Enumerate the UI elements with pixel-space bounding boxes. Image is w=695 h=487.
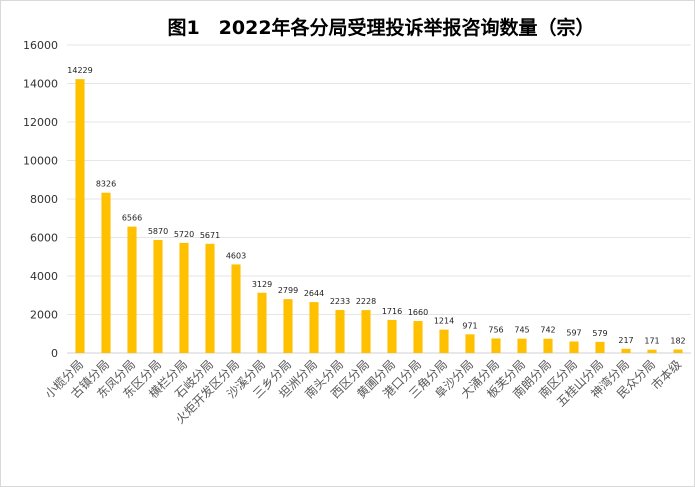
data-label: 971	[462, 321, 477, 330]
data-label: 6566	[122, 214, 142, 223]
bar	[569, 341, 579, 353]
data-label: 5720	[174, 230, 194, 239]
y-tick-label: 8000	[30, 193, 58, 206]
bar	[543, 338, 553, 353]
data-label: 182	[670, 336, 685, 345]
data-label: 756	[488, 325, 503, 334]
bar	[439, 329, 449, 353]
data-label: 171	[644, 337, 659, 346]
bar	[205, 243, 215, 353]
y-tick-label: 2000	[30, 309, 58, 322]
bar	[673, 349, 683, 353]
data-label: 2644	[304, 289, 324, 298]
data-label: 1214	[434, 317, 454, 326]
bar	[309, 302, 319, 353]
bar	[387, 319, 397, 353]
bar	[75, 79, 85, 354]
bar	[257, 292, 267, 353]
data-label: 579	[592, 329, 607, 338]
y-tick-label: 10000	[23, 155, 58, 168]
bar	[101, 192, 111, 353]
bar	[465, 334, 475, 353]
y-tick-label: 4000	[30, 270, 58, 283]
data-label: 1716	[382, 307, 402, 316]
bar	[517, 338, 527, 353]
bar	[283, 299, 293, 353]
data-label: 1660	[408, 308, 428, 317]
y-tick-label: 0	[51, 347, 58, 360]
data-label: 14229	[67, 66, 92, 75]
data-label: 742	[540, 326, 555, 335]
bar	[595, 341, 605, 353]
data-label: 5870	[148, 227, 168, 236]
data-label: 745	[514, 326, 529, 335]
bar	[335, 310, 345, 353]
bar	[231, 264, 241, 353]
bar	[179, 242, 189, 353]
bar	[491, 338, 501, 353]
bar	[153, 240, 163, 353]
y-tick-label: 14000	[23, 78, 58, 91]
chart-title: 图1 2022年各分局受理投诉举报咨询数量（宗）	[167, 16, 594, 39]
bar	[361, 310, 371, 353]
data-label: 217	[618, 336, 633, 345]
y-tick-label: 16000	[23, 39, 58, 52]
data-label: 3129	[252, 280, 272, 289]
x-tick-label: 市本级	[648, 357, 684, 393]
data-label: 5671	[200, 231, 220, 240]
y-tick-label: 6000	[30, 232, 58, 245]
data-label: 597	[566, 329, 581, 338]
data-label: 2799	[278, 286, 298, 295]
bar	[413, 321, 423, 353]
data-label: 2233	[330, 297, 350, 306]
data-label: 4603	[226, 251, 246, 260]
y-tick-label: 12000	[23, 116, 58, 129]
data-label: 8326	[96, 180, 116, 189]
bar	[647, 349, 657, 353]
data-label: 2228	[356, 297, 376, 306]
bar	[127, 226, 137, 353]
bar	[621, 348, 631, 353]
